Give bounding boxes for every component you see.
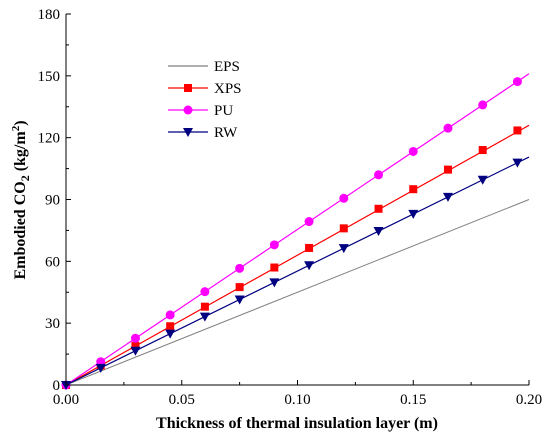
data-point-pu	[512, 77, 522, 87]
y-tick-label: 60	[45, 254, 60, 270]
y-tick-label: 0	[53, 378, 61, 394]
data-point-xps	[270, 263, 279, 272]
data-point-rw	[442, 192, 453, 202]
x-tick-label: 0.05	[169, 392, 195, 408]
data-point-xps	[305, 243, 314, 252]
legend-marker-rw	[183, 128, 193, 137]
data-point-rw	[373, 227, 384, 237]
y-axis-title-superscript: 2	[10, 125, 22, 131]
x-tick-label: 0.20	[516, 392, 542, 408]
legend-marker-xps	[184, 84, 192, 92]
series-pu	[61, 73, 530, 390]
x-tick-label: 0.15	[400, 392, 426, 408]
y-axis-title-prefix: Embodied CO	[12, 181, 29, 279]
data-point-pu	[235, 263, 245, 273]
data-point-pu	[408, 146, 418, 156]
data-point-pu	[478, 100, 488, 110]
data-point-rw	[338, 244, 349, 254]
legend-label-xps: XPS	[214, 81, 242, 97]
series-eps	[65, 199, 530, 386]
y-axis-title-unit-open: (kg/m	[12, 131, 29, 176]
data-point-rw	[95, 363, 106, 373]
data-point-pu	[200, 287, 210, 297]
legend: EPS XPS PU RW	[168, 59, 242, 141]
data-point-pu	[130, 333, 140, 343]
data-point-xps	[339, 224, 348, 233]
y-tick-label: 90	[45, 193, 60, 209]
legend-item-xps: XPS	[168, 81, 242, 97]
series-layer	[61, 73, 530, 390]
series-line-eps	[65, 199, 530, 386]
x-axis-title: Thickness of thermal insulation layer (m…	[156, 415, 438, 432]
legend-label-pu: PU	[214, 103, 233, 119]
data-point-rw	[130, 346, 141, 356]
data-point-rw	[269, 278, 280, 288]
data-point-pu	[374, 170, 384, 180]
legend-item-rw: RW	[168, 125, 238, 141]
data-point-xps	[131, 341, 140, 350]
series-line-pu	[65, 73, 530, 386]
series-rw	[61, 156, 530, 390]
y-axis-title-subscript: 2	[18, 175, 32, 181]
data-point-rw	[165, 329, 176, 339]
data-point-xps	[374, 204, 383, 213]
y-axis-title-unit-close: )	[12, 120, 29, 125]
data-point-xps	[513, 126, 522, 135]
y-tick-label: 150	[38, 69, 61, 85]
legend-marker-pu	[183, 105, 193, 115]
data-point-xps	[478, 146, 487, 155]
legend-item-eps: EPS	[168, 59, 240, 75]
x-tick-label: 0.10	[284, 392, 310, 408]
data-point-rw	[512, 158, 523, 168]
data-point-xps	[409, 185, 418, 194]
data-point-pu	[443, 123, 453, 133]
y-tick-label: 30	[45, 316, 60, 332]
data-point-pu	[339, 193, 349, 203]
y-axis-title: Embodied CO2 (kg/m2)	[10, 120, 32, 279]
data-point-pu	[269, 240, 279, 250]
data-point-xps	[443, 165, 452, 174]
data-point-xps	[166, 322, 175, 331]
data-point-rw	[408, 209, 419, 219]
axes-layer: 0.00 0.05 0.10 0.15 0.20 0 30 60 90 120 150 180	[38, 7, 543, 408]
legend-item-pu: PU	[168, 103, 233, 119]
y-tick-label: 120	[38, 131, 61, 147]
data-point-xps	[235, 283, 244, 292]
series-line-rw	[65, 156, 530, 386]
data-point-pu	[304, 217, 314, 227]
data-point-rw	[199, 312, 210, 322]
data-point-rw	[477, 175, 488, 185]
y-tick-label: 180	[38, 7, 61, 23]
data-point-rw	[304, 261, 315, 271]
x-tick-label: 0.00	[53, 392, 79, 408]
data-point-pu	[165, 310, 175, 320]
legend-label-rw: RW	[214, 125, 238, 141]
data-point-rw	[234, 295, 245, 305]
data-point-xps	[200, 302, 209, 311]
legend-label-eps: EPS	[214, 59, 240, 75]
